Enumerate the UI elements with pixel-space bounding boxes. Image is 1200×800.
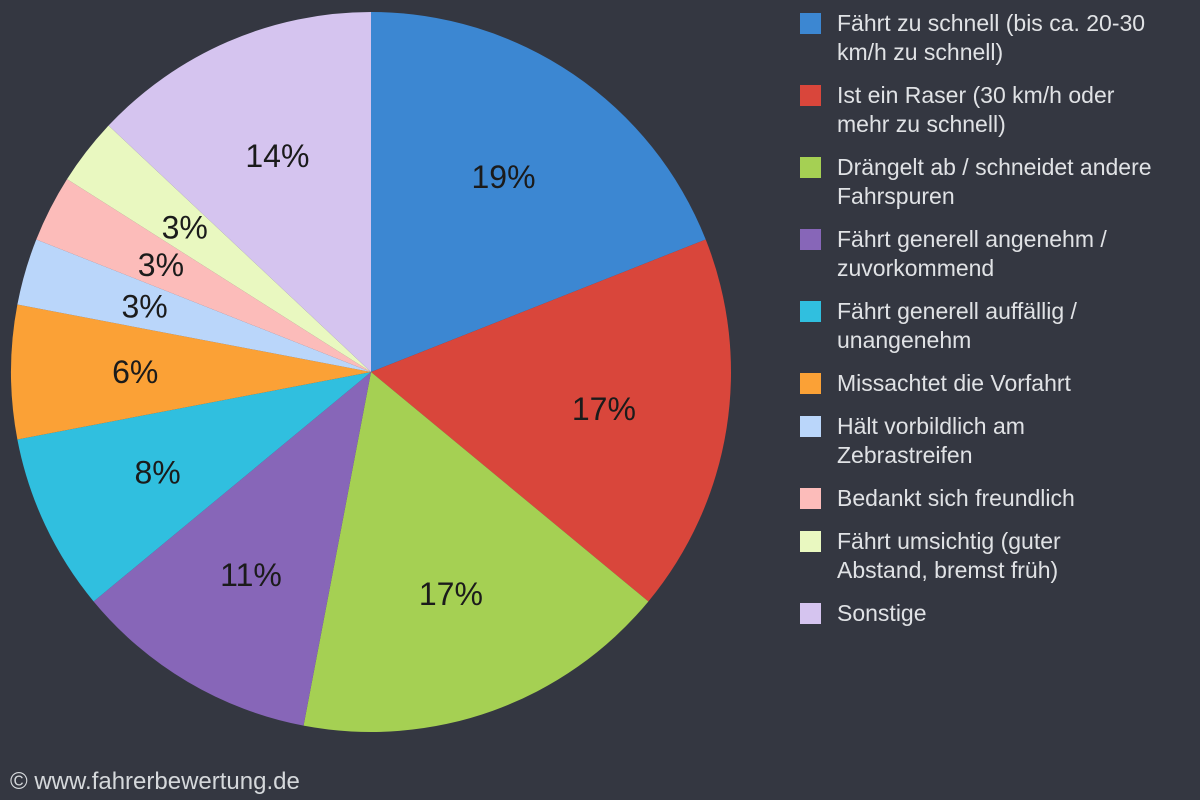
legend-item-label: Drängelt ab / schneidet andere Fahrspure… [837,154,1152,209]
legend-item-label: Fährt generell auffällig / unangenehm [837,298,1077,353]
legend-item-7[interactable]: Bedankt sich freundlich [800,484,1198,513]
pie-slice-label-2: 17% [419,576,483,612]
pie-slice-label-1: 17% [572,391,636,427]
pie-slice-label-8: 3% [162,210,208,246]
pie-slice-0[interactable] [371,12,706,372]
pie-slice-label-0: 19% [471,159,535,195]
legend-item-label: Sonstige [837,600,927,626]
pie-slice-label-6: 3% [121,288,167,324]
pie-slice-label-9: 14% [245,138,309,174]
legend-swatch-icon [800,13,821,34]
legend-item-label: Fährt umsichtig (guter Abstand, bremst f… [837,528,1061,583]
legend-item-8[interactable]: Fährt umsichtig (guter Abstand, bremst f… [800,527,1198,585]
legend-item-3[interactable]: Fährt generell angenehm / zuvorkommend [800,225,1198,283]
legend-item-label: Ist ein Raser (30 km/h oder mehr zu schn… [837,82,1115,137]
legend-swatch-icon [800,531,821,552]
legend-item-label: Fährt zu schnell (bis ca. 20-30 km/h zu … [837,10,1146,65]
legend-swatch-icon [800,488,821,509]
pie-slice-9[interactable] [108,12,371,372]
pie-slice-3[interactable] [93,372,372,726]
pie-slice-4[interactable] [17,372,371,602]
pie-slice-1[interactable] [371,239,731,602]
pie-slice-label-3: 11% [220,557,282,593]
legend-item-label: Fährt generell angenehm / zuvorkommend [837,226,1107,281]
pie-slice-8[interactable] [67,125,371,372]
legend-swatch-icon [800,157,821,178]
legend-item-label: Hält vorbildlich am Zebrastreifen [837,413,1025,468]
legend-item-5[interactable]: Missachtet die Vorfahrt [800,369,1198,398]
legend-item-label: Bedankt sich freundlich [837,485,1075,511]
pie-slice-label-5: 6% [112,354,158,390]
legend-swatch-icon [800,85,821,106]
legend-item-label: Missachtet die Vorfahrt [837,370,1071,396]
legend-item-6[interactable]: Hält vorbildlich am Zebrastreifen [800,412,1198,470]
pie-slice-label-4: 8% [134,455,180,491]
pie-slice-7[interactable] [36,179,371,372]
legend-swatch-icon [800,603,821,624]
credits-link[interactable]: © www.fahrerbewertung.de [10,768,300,795]
legend-swatch-icon [800,301,821,322]
legend-item-9[interactable]: Sonstige [800,599,1198,628]
legend-item-4[interactable]: Fährt generell auffällig / unangenehm [800,297,1198,355]
legend-swatch-icon [800,229,821,250]
legend-swatch-icon [800,373,821,394]
pie-slice-6[interactable] [17,239,371,372]
legend-item-2[interactable]: Drängelt ab / schneidet andere Fahrspure… [800,153,1198,211]
pie-slice-5[interactable] [11,304,371,440]
legend: Fährt zu schnell (bis ca. 20-30 km/h zu … [800,9,1198,628]
legend-item-1[interactable]: Ist ein Raser (30 km/h oder mehr zu schn… [800,81,1198,139]
pie-slice-label-7: 3% [138,247,184,283]
legend-item-0[interactable]: Fährt zu schnell (bis ca. 20-30 km/h zu … [800,9,1198,67]
legend-swatch-icon [800,416,821,437]
pie-slice-2[interactable] [303,372,649,732]
